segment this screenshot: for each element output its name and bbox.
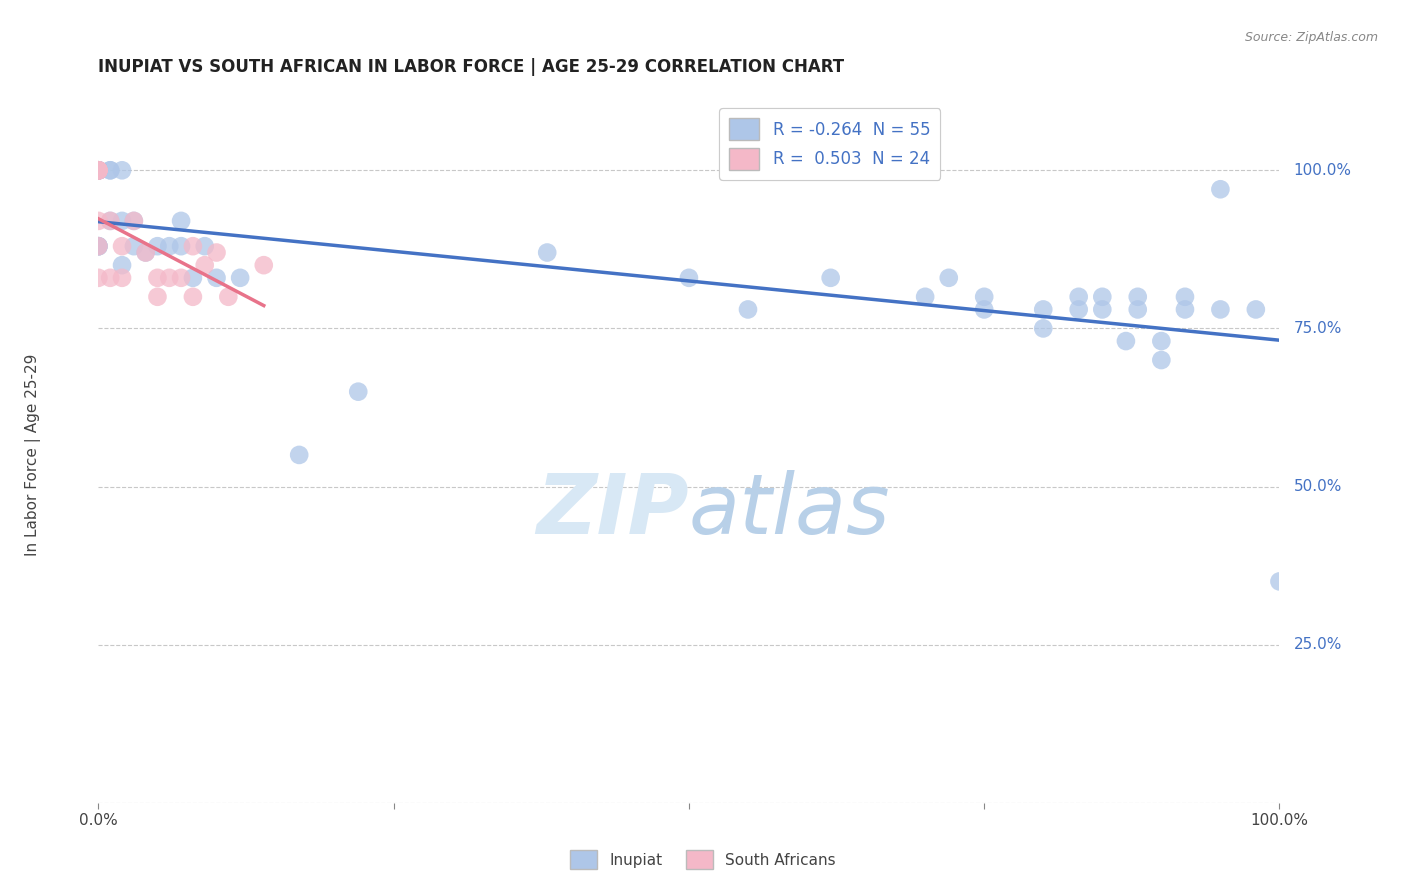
Point <box>973 302 995 317</box>
Point <box>87 163 110 178</box>
Point <box>181 270 204 285</box>
Point <box>87 163 110 178</box>
Point <box>737 302 759 317</box>
Point <box>194 239 217 253</box>
Point <box>1091 290 1114 304</box>
Point <box>87 163 110 178</box>
Legend: R = -0.264  N = 55, R =  0.503  N = 24: R = -0.264 N = 55, R = 0.503 N = 24 <box>720 109 941 179</box>
Point <box>87 163 110 178</box>
Point <box>111 239 134 253</box>
Point <box>87 163 110 178</box>
Point <box>146 270 169 285</box>
Point <box>914 290 936 304</box>
Point <box>122 239 145 253</box>
Point <box>1126 302 1149 317</box>
Text: 75.0%: 75.0% <box>1294 321 1341 336</box>
Point <box>229 270 252 285</box>
Point <box>87 163 110 178</box>
Point <box>1115 334 1137 348</box>
Point <box>98 163 121 178</box>
Point <box>98 214 121 228</box>
Legend: Inupiat, South Africans: Inupiat, South Africans <box>564 844 842 875</box>
Point <box>181 290 204 304</box>
Text: Source: ZipAtlas.com: Source: ZipAtlas.com <box>1244 31 1378 45</box>
Point <box>1032 302 1054 317</box>
Point <box>111 163 134 178</box>
Point <box>194 258 217 272</box>
Text: 50.0%: 50.0% <box>1294 479 1341 494</box>
Point <box>87 163 110 178</box>
Point <box>1174 290 1197 304</box>
Point <box>122 214 145 228</box>
Point <box>288 448 311 462</box>
Point <box>678 270 700 285</box>
Point <box>170 239 193 253</box>
Point <box>820 270 842 285</box>
Point <box>973 290 995 304</box>
Point <box>938 270 960 285</box>
Point <box>98 163 121 178</box>
Point <box>87 239 110 253</box>
Point <box>111 270 134 285</box>
Point <box>146 239 169 253</box>
Point <box>1126 290 1149 304</box>
Point <box>170 214 193 228</box>
Text: In Labor Force | Age 25-29: In Labor Force | Age 25-29 <box>25 354 41 556</box>
Point <box>87 163 110 178</box>
Point <box>98 270 121 285</box>
Point <box>87 163 110 178</box>
Point <box>1067 302 1090 317</box>
Point <box>87 239 110 253</box>
Text: atlas: atlas <box>689 470 890 551</box>
Point <box>87 239 110 253</box>
Point <box>87 163 110 178</box>
Point <box>135 245 157 260</box>
Text: INUPIAT VS SOUTH AFRICAN IN LABOR FORCE | AGE 25-29 CORRELATION CHART: INUPIAT VS SOUTH AFRICAN IN LABOR FORCE … <box>98 58 845 76</box>
Text: 100.0%: 100.0% <box>1294 163 1351 178</box>
Point <box>1067 290 1090 304</box>
Text: ZIP: ZIP <box>536 470 689 551</box>
Point <box>98 214 121 228</box>
Point <box>205 245 228 260</box>
Point <box>1091 302 1114 317</box>
Point <box>157 239 180 253</box>
Point <box>122 214 145 228</box>
Point <box>111 214 134 228</box>
Point <box>1244 302 1267 317</box>
Point <box>1150 353 1173 368</box>
Point <box>253 258 276 272</box>
Text: 25.0%: 25.0% <box>1294 637 1341 652</box>
Point <box>181 239 204 253</box>
Point <box>347 384 370 399</box>
Point <box>87 239 110 253</box>
Point <box>87 270 110 285</box>
Point <box>87 214 110 228</box>
Point <box>1032 321 1054 335</box>
Point <box>157 270 180 285</box>
Point <box>87 163 110 178</box>
Point <box>1209 182 1232 196</box>
Point <box>87 163 110 178</box>
Point <box>170 270 193 285</box>
Point <box>146 290 169 304</box>
Point <box>135 245 157 260</box>
Point <box>1268 574 1291 589</box>
Point <box>205 270 228 285</box>
Point <box>1174 302 1197 317</box>
Point <box>217 290 239 304</box>
Point <box>111 258 134 272</box>
Point <box>87 163 110 178</box>
Point <box>1209 302 1232 317</box>
Point <box>1150 334 1173 348</box>
Point <box>536 245 558 260</box>
